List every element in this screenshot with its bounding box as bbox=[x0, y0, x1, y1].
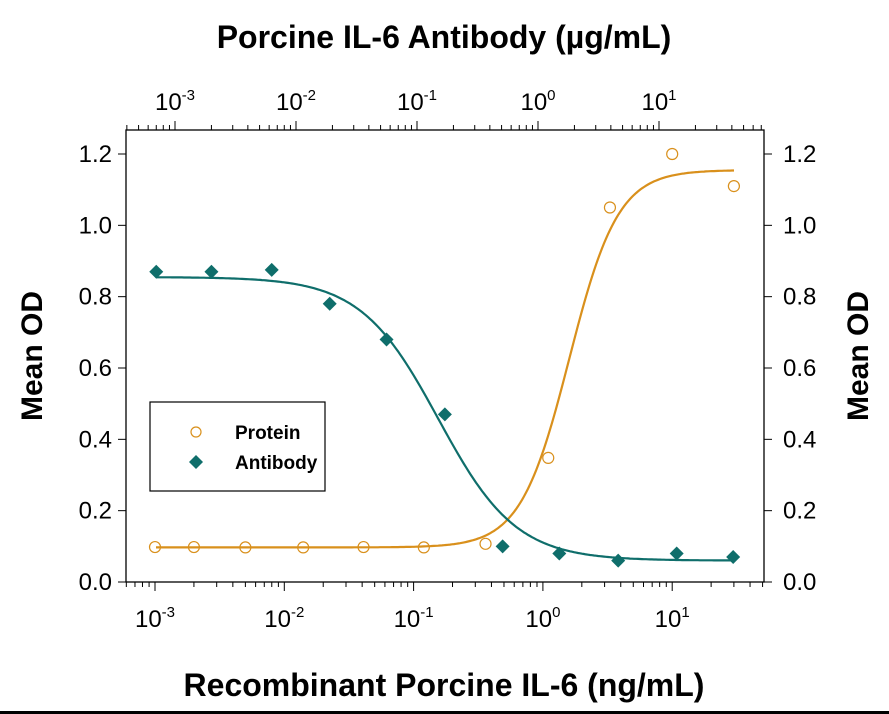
protein-data-point bbox=[666, 147, 679, 161]
legend: Protein Antibody bbox=[149, 401, 326, 492]
x-tick-label: 101 bbox=[641, 87, 676, 116]
y-tick-label: 1.2 bbox=[79, 141, 112, 168]
protein-data-point bbox=[417, 541, 430, 554]
top-axis-ticks bbox=[126, 121, 762, 130]
antibody-data-point bbox=[495, 539, 510, 554]
x-tick-label: 10-1 bbox=[394, 604, 434, 633]
protein-data-point bbox=[187, 540, 201, 554]
x-tick-label: 10-3 bbox=[135, 604, 175, 633]
y-tick-label: 1.0 bbox=[79, 212, 112, 239]
x-tick-label: 101 bbox=[655, 604, 690, 633]
y-tick-label: 0.8 bbox=[79, 284, 112, 311]
antibody-data-point bbox=[552, 546, 567, 561]
antibody-data-point bbox=[379, 332, 394, 347]
bottom-border-bar bbox=[0, 711, 889, 714]
protein-data-point bbox=[357, 540, 370, 554]
bottom-axis-ticks bbox=[125, 582, 764, 591]
right-y-axis: 0.0 0.2 0.4 0.6 0.8 1.0 1.2 bbox=[764, 141, 816, 596]
right-y-axis-label: Mean OD bbox=[842, 291, 875, 421]
y-tick-label: 0.2 bbox=[79, 498, 112, 525]
legend-protein-marker-icon bbox=[190, 426, 202, 438]
protein-data-point bbox=[297, 541, 310, 554]
antibody-data-point bbox=[204, 264, 219, 279]
legend-protein-label: Protein bbox=[235, 423, 300, 444]
protein-data-point bbox=[542, 451, 555, 464]
x-tick-label: 100 bbox=[525, 604, 560, 633]
y2-tick-label: 0.2 bbox=[783, 498, 816, 525]
antibody-data-point bbox=[669, 546, 684, 561]
bottom-axis-tick-labels: 10-3 10-2 10-1 100 101 bbox=[135, 604, 690, 633]
y-tick-label: 0.0 bbox=[79, 569, 112, 596]
legend-box bbox=[149, 401, 326, 492]
protein-data-point bbox=[148, 540, 162, 554]
y-tick-label: 0.6 bbox=[79, 355, 112, 382]
y2-tick-label: 0.8 bbox=[783, 284, 816, 311]
legend-antibody-label: Antibody bbox=[235, 453, 318, 474]
left-y-axis-label: Mean OD bbox=[16, 291, 49, 421]
y2-tick-label: 0.4 bbox=[783, 426, 816, 453]
fit-curves bbox=[156, 169, 734, 562]
left-y-axis: 0.0 0.2 0.4 0.6 0.8 1.0 1.2 bbox=[79, 141, 126, 596]
antibody-data-point bbox=[322, 296, 337, 311]
x-tick-label: 10-1 bbox=[397, 87, 437, 116]
y2-tick-label: 0.6 bbox=[783, 355, 816, 382]
y2-tick-label: 1.0 bbox=[783, 212, 816, 239]
antibody-fit-curve bbox=[156, 276, 734, 562]
x-tick-label: 10-3 bbox=[155, 87, 195, 116]
y2-tick-label: 1.2 bbox=[783, 141, 816, 168]
antibody-data-point bbox=[149, 264, 164, 279]
protein-data-point bbox=[603, 201, 617, 214]
x-tick-label: 10-2 bbox=[264, 604, 304, 633]
data-points bbox=[148, 147, 741, 568]
antibody-data-point bbox=[264, 262, 279, 277]
y2-tick-label: 0.0 bbox=[783, 569, 816, 596]
x-tick-label: 10-2 bbox=[276, 87, 316, 116]
y-tick-label: 0.4 bbox=[79, 426, 112, 453]
protein-data-point bbox=[239, 541, 252, 554]
legend-antibody-marker-icon bbox=[189, 455, 203, 469]
protein-data-point bbox=[479, 537, 492, 550]
antibody-data-point bbox=[726, 550, 741, 565]
chart-title: Porcine IL-6 Antibody (µg/mL) bbox=[217, 19, 672, 55]
top-axis-tick-labels: 10-3 10-2 10-1 100 101 bbox=[155, 87, 677, 116]
protein-data-point bbox=[727, 180, 740, 193]
antibody-data-point bbox=[611, 553, 626, 568]
x-axis-label: Recombinant Porcine IL-6 (ng/mL) bbox=[184, 667, 705, 703]
antibody-data-point bbox=[437, 407, 452, 422]
protein-fit-curve bbox=[156, 169, 734, 549]
x-tick-label: 100 bbox=[520, 87, 555, 116]
plot-area-frame bbox=[125, 129, 765, 583]
